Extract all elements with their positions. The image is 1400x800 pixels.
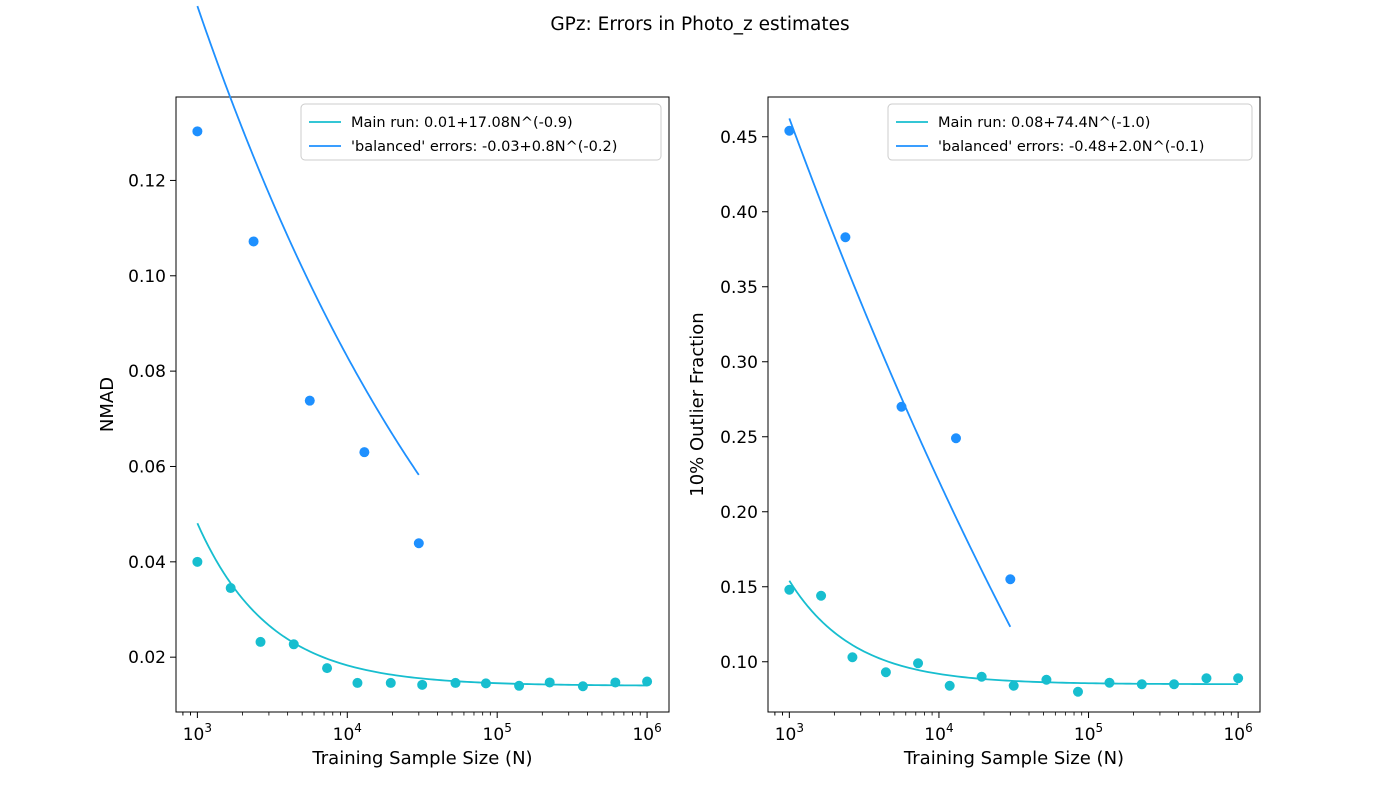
x-tick-base: 10 (1074, 725, 1096, 745)
data-point-main (784, 584, 795, 595)
fit-line-balanced (788, 118, 1012, 628)
y-tick-label: 0.15 (720, 578, 758, 598)
data-point-balanced (192, 126, 203, 137)
data-point-main (642, 676, 653, 687)
data-point-main (577, 681, 588, 692)
x-tick-label: 105 (1074, 721, 1103, 745)
nmad-panel: 103 104 105 1060.020.040.060.080.100.12Trai… (97, 5, 670, 769)
y-tick-label: 0.10 (128, 267, 166, 287)
fit-line-main (196, 522, 648, 687)
x-tick-exponent: 3 (204, 721, 212, 735)
x-axis-label: Training Sample Size (N) (903, 748, 1124, 769)
x-tick-exponent: 6 (1245, 721, 1253, 735)
x-tick-base: 10 (333, 725, 355, 745)
data-point-main (417, 679, 428, 690)
x-tick-label: 103 (775, 721, 804, 745)
y-tick-label: 0.08 (128, 362, 166, 382)
x-tick-label: 104 (924, 721, 953, 745)
data-point-main (816, 590, 827, 601)
legend-label-main: Main run: 0.01+17.08N^(-0.9) (351, 115, 573, 131)
x-tick-label: 104 (333, 721, 362, 745)
x-tick-base: 10 (632, 725, 654, 745)
data-point-main (1072, 686, 1083, 697)
legend-label-balanced: 'balanced' errors: -0.03+0.8N^(-0.2) (351, 139, 617, 155)
x-tick-exponent: 5 (504, 721, 512, 735)
data-point-main (385, 677, 396, 688)
y-tick-label: 0.45 (720, 128, 758, 148)
data-point-main (610, 677, 621, 688)
figure-title: GPz: Errors in Photo_z estimates (550, 14, 849, 35)
data-point-main (480, 678, 491, 689)
data-point-balanced (359, 447, 370, 458)
x-tick-label: 103 (183, 721, 212, 745)
x-tick-base: 10 (183, 725, 205, 745)
data-point-balanced (413, 538, 424, 549)
x-tick-base: 10 (1223, 725, 1245, 745)
y-tick-label: 0.35 (720, 278, 758, 298)
y-axis-label: NMAD (97, 377, 118, 432)
y-tick-label: 0.30 (720, 353, 758, 373)
data-point-main (976, 671, 987, 682)
data-point-balanced (950, 433, 961, 444)
x-tick-exponent: 6 (654, 721, 662, 735)
x-tick-label: 106 (632, 721, 661, 745)
legend-box (300, 103, 662, 161)
data-point-main (1008, 680, 1019, 691)
data-point-main (944, 680, 955, 691)
data-point-main (1136, 679, 1147, 690)
y-tick-label: 0.02 (128, 648, 166, 668)
legend-box (887, 103, 1253, 161)
data-point-main (1201, 673, 1212, 684)
y-axis-label: 10% Outlier Fraction (687, 312, 708, 496)
outlier-fraction-panel: 103 104 105 1060.100.150.200.250.300.350.40… (687, 96, 1261, 769)
x-tick-exponent: 3 (796, 721, 804, 735)
data-point-main (913, 658, 924, 669)
y-tick-label: 0.06 (128, 457, 166, 477)
data-point-balanced (784, 125, 795, 136)
data-point-main (1041, 674, 1052, 685)
data-point-main (322, 663, 333, 674)
y-tick-label: 0.10 (720, 653, 758, 673)
legend-label-balanced: 'balanced' errors: -0.48+2.0N^(-0.1) (938, 139, 1204, 155)
data-point-balanced (840, 232, 851, 243)
data-point-main (192, 556, 203, 567)
x-tick-base: 10 (483, 725, 505, 745)
x-axis-label: Training Sample Size (N) (311, 748, 532, 769)
data-point-main (288, 639, 299, 650)
data-point-main (1169, 679, 1180, 690)
data-point-balanced (304, 395, 315, 406)
data-point-main (1104, 677, 1115, 688)
data-point-main (544, 677, 555, 688)
plot-frame (767, 96, 1261, 713)
y-tick-label: 0.12 (128, 171, 166, 191)
data-point-balanced (1005, 574, 1016, 585)
x-tick-exponent: 4 (354, 721, 362, 735)
x-tick-base: 10 (775, 725, 797, 745)
data-point-main (880, 667, 891, 678)
data-point-main (225, 583, 236, 594)
x-tick-exponent: 5 (1096, 721, 1104, 735)
x-tick-label: 105 (483, 721, 512, 745)
y-tick-label: 0.20 (720, 503, 758, 523)
data-point-main (847, 652, 858, 663)
data-point-main (255, 636, 266, 647)
data-point-main (514, 680, 525, 691)
plot-frame (175, 96, 670, 713)
fit-line-balanced (196, 5, 420, 476)
data-point-balanced (248, 236, 259, 247)
data-point-balanced (896, 401, 907, 412)
x-tick-base: 10 (924, 725, 946, 745)
x-tick-exponent: 4 (946, 721, 954, 735)
y-tick-label: 0.04 (128, 553, 166, 573)
y-tick-label: 0.25 (720, 428, 758, 448)
data-point-main (1233, 673, 1244, 684)
legend-label-main: Main run: 0.08+74.4N^(-1.0) (938, 115, 1150, 131)
data-point-main (450, 677, 461, 688)
y-tick-label: 0.40 (720, 203, 758, 223)
x-tick-label: 106 (1223, 721, 1252, 745)
data-point-main (352, 677, 363, 688)
